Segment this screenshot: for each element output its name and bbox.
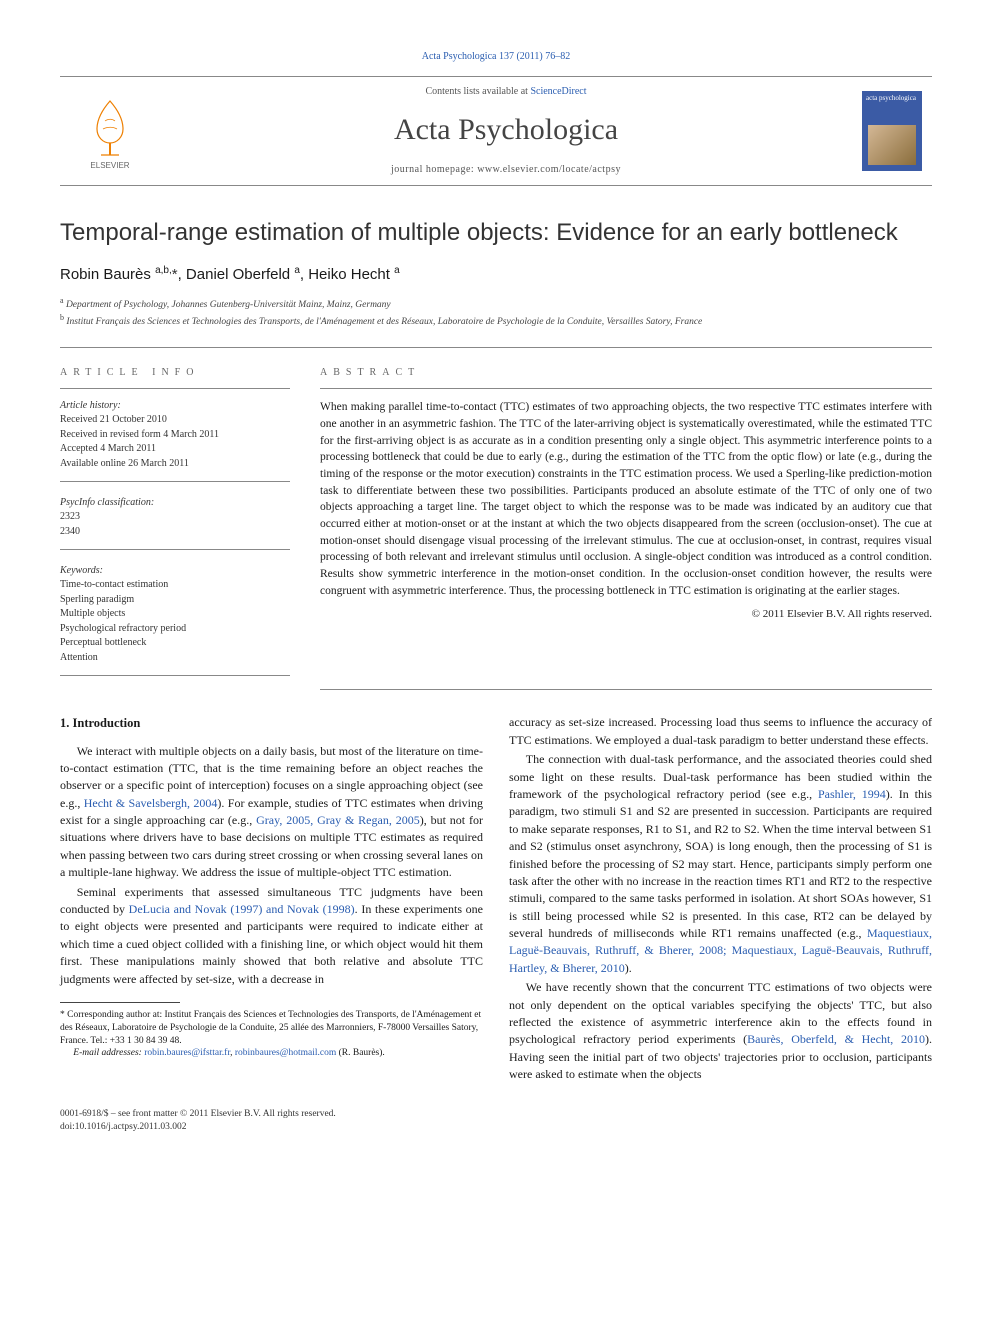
body-paragraph: Seminal experiments that assessed simult…	[60, 884, 483, 988]
affiliations: a Department of Psychology, Johannes Gut…	[60, 295, 932, 330]
footnote-email-line: E-mail addresses: robin.baures@ifsttar.f…	[60, 1047, 483, 1060]
email-suffix: (R. Baurès).	[339, 1048, 385, 1058]
keywords-block: Keywords: Time-to-contact estimation Spe…	[60, 564, 290, 676]
abstract-heading: ABSTRACT	[320, 366, 932, 389]
body-text: 1. Introduction We interact with multipl…	[60, 714, 932, 1083]
article-info-heading: ARTICLE INFO	[60, 366, 290, 389]
sciencedirect-link[interactable]: ScienceDirect	[530, 86, 586, 97]
psycinfo-code: 2323	[60, 510, 290, 525]
corresponding-author-footnote: * Corresponding author at: Institut Fran…	[60, 1009, 483, 1060]
journal-name: Acta Psychologica	[160, 109, 852, 151]
cover-image	[868, 125, 916, 165]
history-label: Article history:	[60, 399, 290, 413]
email-link[interactable]: robin.baures@ifsttar.fr	[144, 1048, 230, 1058]
history-line: Received in revised form 4 March 2011	[60, 428, 290, 443]
footnote-separator	[60, 1002, 180, 1003]
keyword: Psychological refractory period	[60, 622, 290, 637]
psycinfo-block: PsycInfo classification: 2323 2340	[60, 496, 290, 550]
keywords-label: Keywords:	[60, 564, 290, 578]
abstract-column: ABSTRACT When making parallel time-to-co…	[320, 366, 932, 690]
footer-front-matter: 0001-6918/$ – see front matter © 2011 El…	[60, 1108, 932, 1121]
journal-masthead: ELSEVIER Contents lists available at Sci…	[60, 76, 932, 186]
keyword: Attention	[60, 651, 290, 666]
footer-doi: doi:10.1016/j.actpsy.2011.03.002	[60, 1121, 932, 1134]
section-heading-intro: 1. Introduction	[60, 714, 483, 732]
body-paragraph: We interact with multiple objects on a d…	[60, 743, 483, 882]
body-paragraph: The connection with dual-task performanc…	[509, 751, 932, 977]
keyword: Perceptual bottleneck	[60, 636, 290, 651]
keyword: Multiple objects	[60, 607, 290, 622]
email-label: E-mail addresses:	[73, 1048, 142, 1058]
availability-prefix: Contents lists available at	[425, 86, 530, 97]
abstract-text: When making parallel time-to-contact (TT…	[320, 399, 932, 599]
author-list: Robin Baurès a,b,*, Daniel Oberfeld a, H…	[60, 264, 932, 285]
journal-cover: acta psychologica	[852, 91, 932, 171]
psycinfo-code: 2340	[60, 525, 290, 540]
body-paragraph: accuracy as set-size increased. Processi…	[509, 714, 932, 749]
history-line: Available online 26 March 2011	[60, 457, 290, 472]
affiliation-a: a Department of Psychology, Johannes Gut…	[60, 295, 932, 312]
journal-homepage: journal homepage: www.elsevier.com/locat…	[160, 163, 852, 177]
article-info-column: ARTICLE INFO Article history: Received 2…	[60, 366, 290, 690]
header-citation: Acta Psychologica 137 (2011) 76–82	[60, 50, 932, 64]
history-line: Accepted 4 March 2011	[60, 442, 290, 457]
abstract-copyright: © 2011 Elsevier B.V. All rights reserved…	[320, 607, 932, 622]
svg-text:ELSEVIER: ELSEVIER	[90, 161, 129, 170]
page-footer: 0001-6918/$ – see front matter © 2011 El…	[60, 1108, 932, 1135]
article-title: Temporal-range estimation of multiple ob…	[60, 216, 932, 250]
keyword: Time-to-contact estimation	[60, 578, 290, 593]
keyword: Sperling paradigm	[60, 593, 290, 608]
publisher-logo: ELSEVIER	[60, 91, 160, 171]
article-history-block: Article history: Received 21 October 201…	[60, 399, 290, 482]
history-line: Received 21 October 2010	[60, 413, 290, 428]
elsevier-tree-icon: ELSEVIER	[75, 91, 145, 171]
psycinfo-label: PsycInfo classification:	[60, 496, 290, 510]
cover-title: acta psychologica	[866, 95, 916, 102]
footnote-corr: * Corresponding author at: Institut Fran…	[60, 1009, 483, 1047]
body-paragraph: We have recently shown that the concurre…	[509, 979, 932, 1083]
affiliation-b: b Institut Français des Sciences et Tech…	[60, 312, 932, 329]
availability-line: Contents lists available at ScienceDirec…	[160, 85, 852, 99]
email-link[interactable]: robinbaures@hotmail.com	[235, 1048, 336, 1058]
